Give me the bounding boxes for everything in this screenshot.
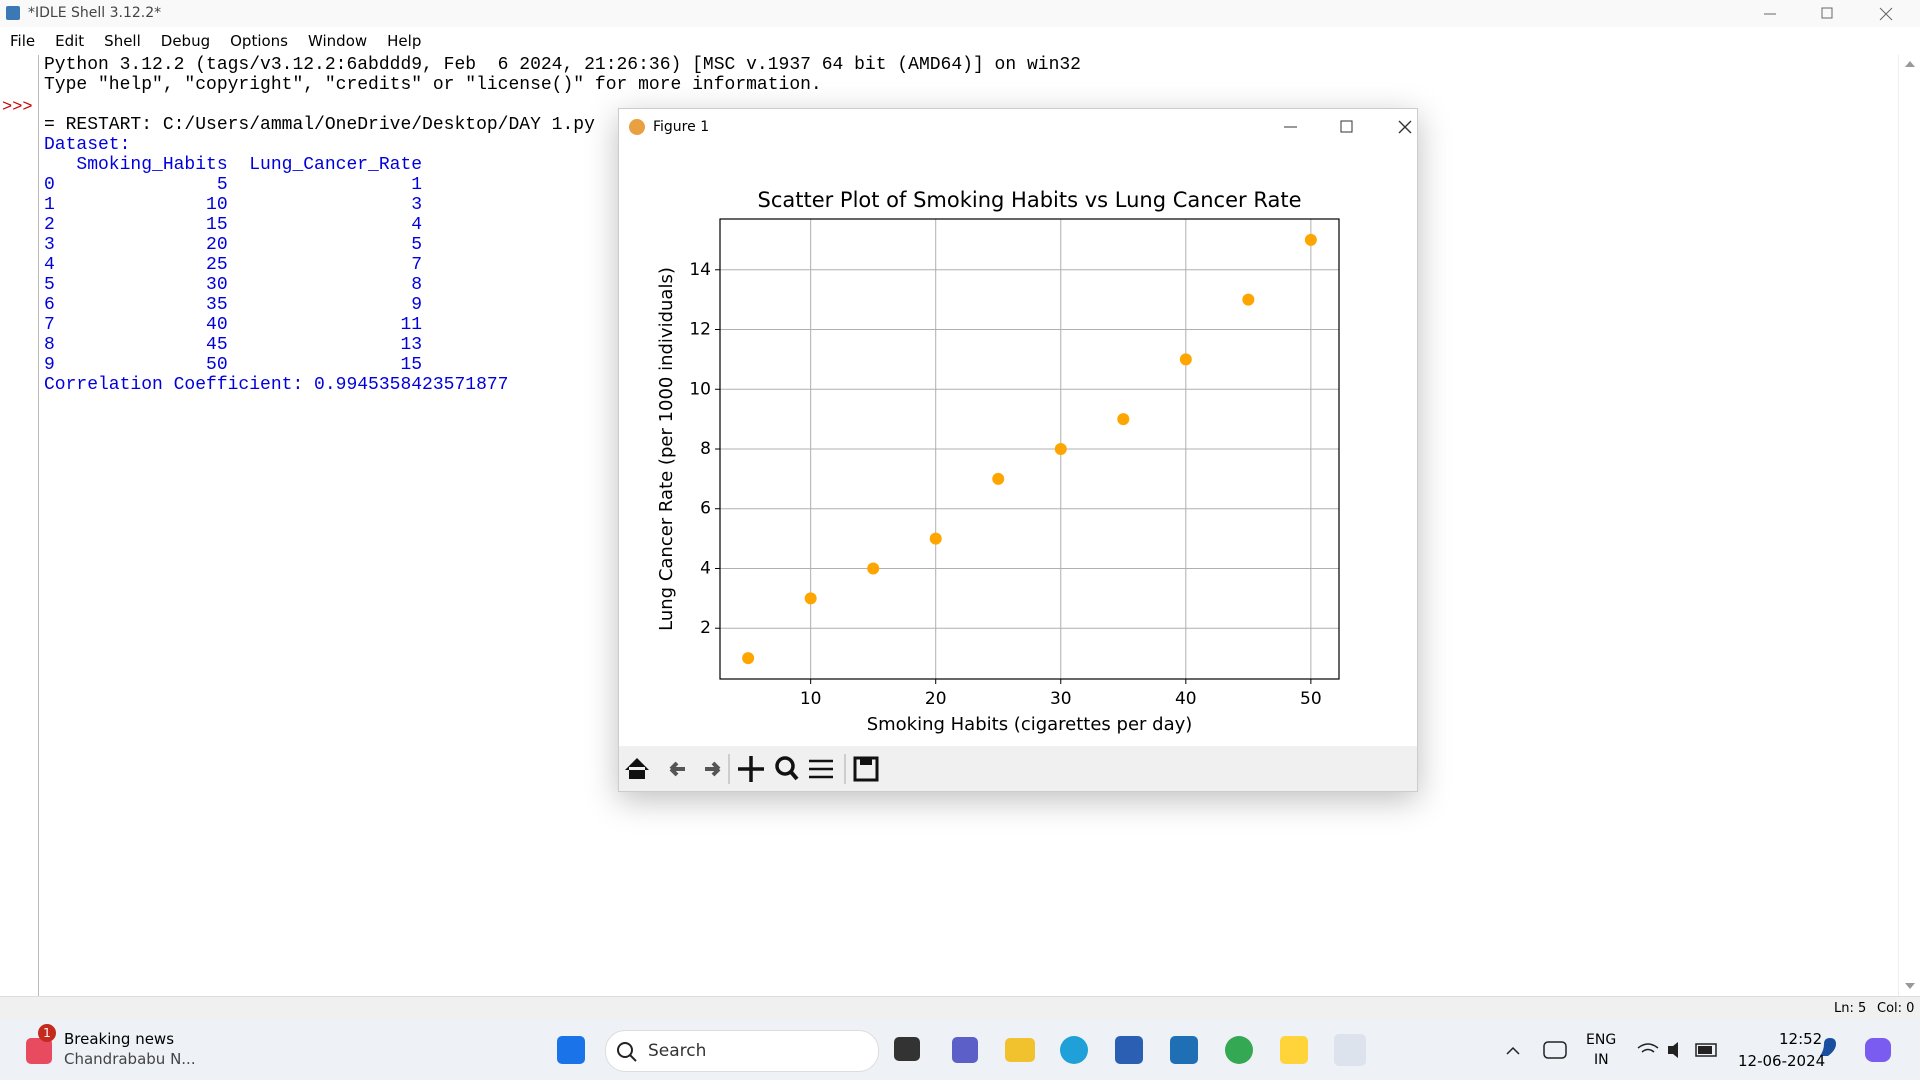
y-tick-label: 4: [700, 558, 711, 578]
figure-window: Figure 1 Scatter Plot of Smoking Habits …: [618, 108, 1418, 792]
system-tray[interactable]: [1500, 1020, 1920, 1080]
shell-text: Python 3.12.2 (tags/v3.12.2:6abddd9, Feb…: [44, 55, 1081, 395]
output-line: 1 10 3: [44, 195, 423, 215]
x-tick-label: 30: [1050, 689, 1072, 709]
teams-icon[interactable]: [952, 1037, 978, 1063]
x-tick-label: 40: [1175, 689, 1197, 709]
python-icon[interactable]: [1280, 1036, 1308, 1064]
point: [992, 472, 1005, 485]
menu-item[interactable]: Help: [387, 32, 422, 50]
prompt-gutter: >>>: [0, 55, 39, 996]
output-line: 6 35 9: [44, 295, 423, 315]
news-title: Breaking news: [64, 1030, 175, 1048]
banner-line: Type "help", "copyright", "credits" or "…: [44, 75, 822, 95]
point: [1117, 413, 1130, 426]
output-line: 7 40 11: [44, 315, 423, 335]
region: IN: [1594, 1052, 1609, 1068]
y-tick-label: 14: [689, 260, 711, 280]
title-bar: *IDLE Shell 3.12.2*: [0, 0, 1920, 27]
plot-frame: [719, 218, 1340, 680]
menu-item[interactable]: Options: [230, 32, 288, 50]
chart-title: Scatter Plot of Smoking Habits vs Lung C…: [757, 188, 1301, 212]
point: [1304, 233, 1317, 246]
y-axis-label: Lung Cancer Rate (per 1000 individuals): [656, 267, 677, 631]
window-controls[interactable]: [1740, 0, 1920, 27]
col-number: Col: 0: [1877, 1001, 1915, 1016]
menu-item[interactable]: File: [10, 32, 36, 50]
scroll-arrows: [1905, 61, 1915, 989]
menu-bar: File Edit Shell Debug Options Window Help: [0, 27, 1920, 55]
scrollbar[interactable]: [1898, 55, 1920, 996]
x-tick-label: 10: [800, 689, 822, 709]
output-line: 4 25 7: [44, 255, 423, 275]
search-box[interactable]: Search: [605, 1030, 879, 1072]
y-tick-label: 2: [700, 618, 711, 638]
clock-date: 12-06-2024: [1738, 1052, 1826, 1070]
edge-icon[interactable]: [1060, 1036, 1088, 1064]
output-line: 9 50 15: [44, 355, 423, 375]
window-title: *IDLE Shell 3.12.2*: [28, 5, 162, 21]
dell-icon[interactable]: [1170, 1036, 1198, 1064]
plot-background: [619, 145, 1417, 746]
point: [804, 592, 817, 605]
figure-icon: [629, 119, 645, 135]
output-line: 5 30 8: [44, 275, 423, 295]
output-line: 2 15 4: [44, 215, 423, 235]
taskbar: 1 Breaking news Chandrababu N... Search …: [0, 1020, 1920, 1080]
point: [1179, 353, 1192, 366]
status-bar: Ln: 5 Col: 0: [0, 996, 1920, 1021]
y-tick-label: 12: [689, 320, 711, 340]
point: [929, 532, 942, 545]
banner-line: Python 3.12.2 (tags/v3.12.2:6abddd9, Feb…: [44, 55, 1081, 75]
restart-line: = RESTART: C:/Users/ammal/OneDrive/Deskt…: [44, 115, 595, 135]
menu-item[interactable]: Debug: [160, 32, 211, 50]
news-text: Chandrababu N...: [64, 1050, 196, 1068]
figure-task-icon[interactable]: [1334, 1034, 1366, 1066]
output-line: Dataset:: [44, 135, 131, 155]
figure-controls[interactable]: [1259, 109, 1419, 145]
chrome-icon[interactable]: [1225, 1036, 1253, 1064]
clock-time: 12:52: [1779, 1030, 1823, 1048]
search-icon: [617, 1042, 637, 1062]
point: [867, 562, 880, 575]
news-icon[interactable]: [26, 1038, 52, 1064]
explorer-icon[interactable]: [1005, 1038, 1035, 1062]
y-tick-label: 6: [700, 499, 711, 519]
news-badge: 1: [38, 1024, 56, 1042]
point: [1054, 443, 1067, 455]
x-tick-label: 20: [925, 689, 947, 709]
output-line: Correlation Coefficient: 0.9945358423571…: [44, 375, 509, 395]
figure-title: Figure 1: [653, 119, 710, 135]
chart: Scatter Plot of Smoking Habits vs Lung C…: [619, 145, 1417, 746]
x-axis-label: Smoking Habits (cigarettes per day): [867, 714, 1193, 735]
output-line: 0 5 1: [44, 175, 423, 195]
output-line: 8 45 13: [44, 335, 423, 355]
menu-item[interactable]: Shell: [104, 32, 141, 50]
start-button[interactable]: [557, 1036, 585, 1064]
toolbar-icons[interactable]: [619, 746, 1417, 791]
line-number: Ln: 5: [1834, 1001, 1867, 1016]
point: [1242, 293, 1255, 306]
app-icon: [6, 6, 20, 20]
output-line: 3 20 5: [44, 235, 423, 255]
point: [742, 652, 755, 665]
menu-item[interactable]: Window: [308, 32, 368, 50]
output-line: Smoking_Habits Lung_Cancer_Rate: [44, 155, 423, 175]
figure-title-bar: Figure 1: [619, 109, 1417, 145]
y-tick-label: 10: [689, 379, 711, 399]
store-icon[interactable]: [1115, 1036, 1143, 1064]
task-view[interactable]: [894, 1037, 920, 1061]
menu-item[interactable]: Edit: [55, 32, 85, 50]
figure-toolbar: [619, 746, 1417, 791]
search-text: Search: [648, 1041, 707, 1061]
x-tick-label: 50: [1300, 689, 1322, 709]
language: ENG: [1586, 1032, 1617, 1048]
y-tick-label: 8: [700, 439, 711, 459]
prompt: >>>: [2, 98, 33, 117]
